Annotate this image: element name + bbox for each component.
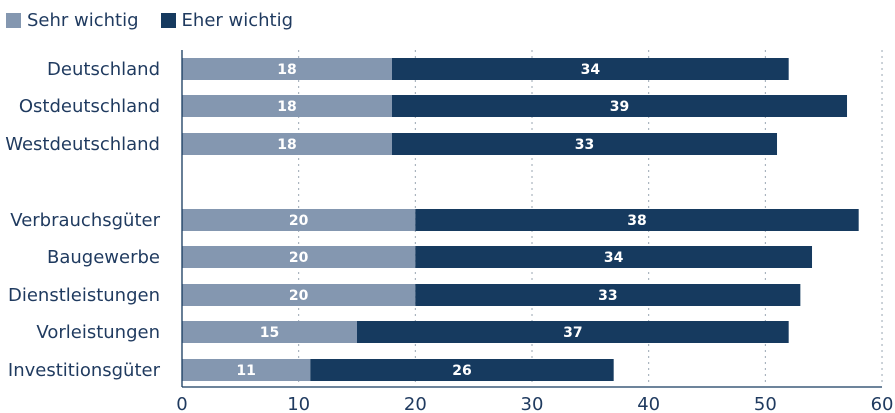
bar-eher-wichtig-6 bbox=[357, 321, 789, 343]
category-label-3: Verbrauchsgüter bbox=[10, 210, 160, 231]
data-label-sehr-wichtig-3: 20 bbox=[289, 213, 309, 229]
legend-swatch-sehr-wichtig bbox=[6, 12, 21, 28]
bar-sehr-wichtig-3 bbox=[182, 209, 416, 231]
category-label-4: Baugewerbe bbox=[47, 247, 160, 268]
bar-eher-wichtig-7 bbox=[310, 359, 614, 381]
legend-label-sehr-wichtig: Sehr wichtig bbox=[27, 9, 139, 31]
legend-item-sehr-wichtig: Sehr wichtig bbox=[6, 10, 139, 31]
x-tick-label-30: 30 bbox=[521, 394, 544, 413]
data-label-sehr-wichtig-1: 18 bbox=[277, 99, 296, 115]
bar-sehr-wichtig-6 bbox=[182, 321, 358, 343]
x-tick-label-0: 0 bbox=[176, 394, 187, 413]
chart-legend: Sehr wichtig Eher wichtig bbox=[6, 8, 315, 32]
bar-sehr-wichtig-1 bbox=[182, 95, 393, 117]
x-tick-label-50: 50 bbox=[754, 394, 777, 413]
data-label-sehr-wichtig-0: 18 bbox=[277, 62, 296, 78]
data-label-sehr-wichtig-5: 20 bbox=[289, 288, 309, 304]
bar-eher-wichtig-3 bbox=[415, 209, 859, 231]
bar-eher-wichtig-0 bbox=[392, 58, 789, 80]
bar-sehr-wichtig-4 bbox=[182, 246, 416, 268]
bar-eher-wichtig-4 bbox=[415, 246, 813, 268]
bar-sehr-wichtig-2 bbox=[182, 133, 393, 155]
bar-sehr-wichtig-0 bbox=[182, 58, 393, 80]
data-label-eher-wichtig-5: 33 bbox=[598, 288, 617, 304]
data-label-sehr-wichtig-6: 15 bbox=[260, 325, 279, 341]
bar-eher-wichtig-2 bbox=[392, 133, 778, 155]
bar-eher-wichtig-1 bbox=[392, 95, 848, 117]
legend-swatch-eher-wichtig bbox=[160, 12, 176, 28]
category-label-0: Deutschland bbox=[47, 59, 160, 80]
data-label-eher-wichtig-0: 34 bbox=[581, 62, 601, 78]
bar-eher-wichtig-5 bbox=[415, 284, 801, 306]
data-label-eher-wichtig-2: 33 bbox=[575, 137, 594, 153]
data-label-eher-wichtig-3: 38 bbox=[627, 213, 646, 229]
x-tick-label-20: 20 bbox=[404, 394, 427, 413]
category-label-5: Dienstleistungen bbox=[8, 285, 160, 306]
data-label-eher-wichtig-4: 34 bbox=[604, 250, 624, 266]
data-label-sehr-wichtig-4: 20 bbox=[289, 250, 309, 266]
x-tick-label-60: 60 bbox=[871, 394, 894, 413]
legend-label-eher-wichtig: Eher wichtig bbox=[181, 9, 294, 31]
category-label-2: Westdeutschland bbox=[5, 134, 160, 155]
data-label-eher-wichtig-1: 39 bbox=[610, 99, 629, 115]
legend-item-eher-wichtig: Eher wichtig bbox=[160, 9, 294, 31]
bar-sehr-wichtig-5 bbox=[182, 284, 416, 306]
x-tick-label-40: 40 bbox=[637, 394, 660, 413]
x-tick-label-10: 10 bbox=[287, 394, 310, 413]
data-label-eher-wichtig-7: 26 bbox=[452, 363, 471, 379]
data-label-eher-wichtig-6: 37 bbox=[563, 325, 582, 341]
category-label-6: Vorleistungen bbox=[36, 322, 160, 343]
bar-sehr-wichtig-7 bbox=[182, 359, 311, 381]
category-label-1: Ostdeutschland bbox=[19, 96, 160, 117]
data-label-sehr-wichtig-7: 11 bbox=[236, 363, 255, 379]
data-label-sehr-wichtig-2: 18 bbox=[277, 137, 296, 153]
category-label-7: Investitionsgüter bbox=[8, 360, 161, 381]
